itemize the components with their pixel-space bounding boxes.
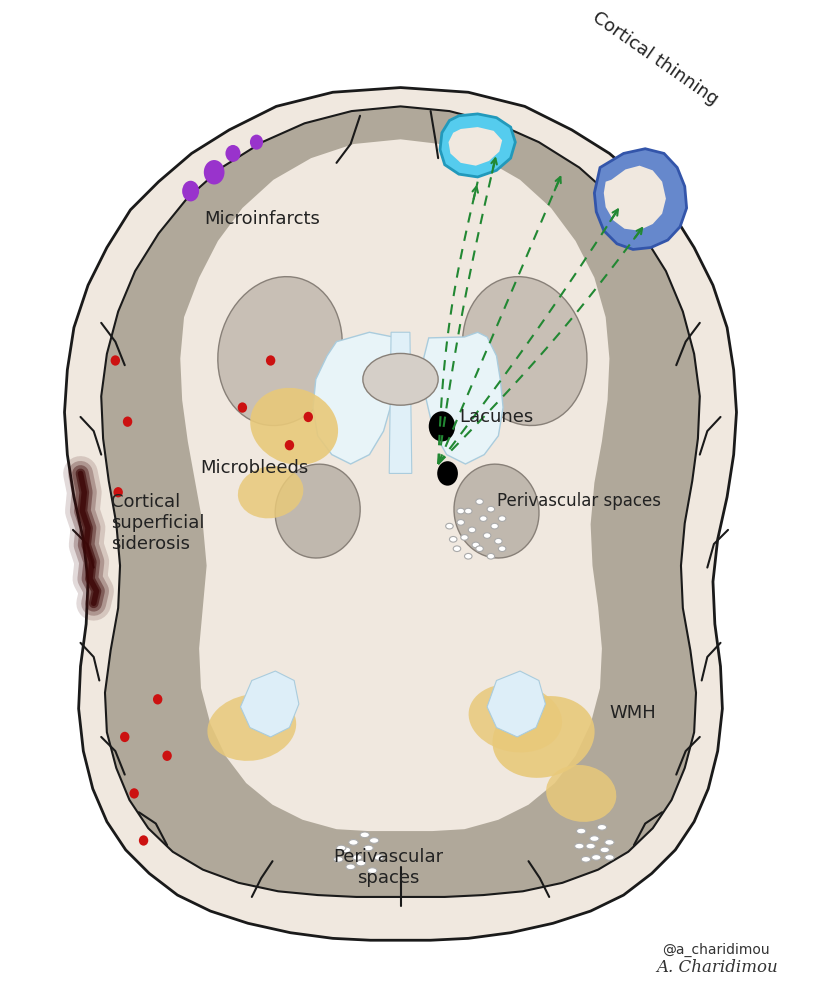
Ellipse shape [472,542,480,547]
Ellipse shape [357,860,366,866]
Ellipse shape [123,416,132,426]
Ellipse shape [461,534,468,540]
Text: Perivascular
spaces: Perivascular spaces [333,848,443,887]
Ellipse shape [586,844,596,849]
Ellipse shape [454,464,539,558]
Ellipse shape [464,553,472,559]
Ellipse shape [590,836,599,842]
Ellipse shape [487,553,494,559]
Ellipse shape [250,135,263,149]
Ellipse shape [251,388,338,465]
Ellipse shape [111,355,120,366]
Polygon shape [313,333,397,464]
Ellipse shape [225,145,241,162]
Ellipse shape [360,832,370,838]
Text: Microinfarcts: Microinfarcts [205,210,321,228]
Polygon shape [594,149,686,249]
Ellipse shape [546,765,616,822]
Ellipse shape [600,847,610,853]
Ellipse shape [457,519,464,525]
Ellipse shape [182,180,199,202]
Ellipse shape [363,354,438,405]
Ellipse shape [450,536,457,542]
Ellipse shape [207,695,296,761]
Polygon shape [440,114,516,177]
Text: Cortical thinning: Cortical thinning [588,8,721,109]
Ellipse shape [464,508,472,514]
Polygon shape [180,139,610,831]
Polygon shape [449,127,502,165]
Ellipse shape [605,840,614,845]
Ellipse shape [204,160,224,184]
Ellipse shape [113,487,123,497]
Ellipse shape [487,506,494,512]
Ellipse shape [480,516,487,521]
Ellipse shape [120,732,130,742]
Polygon shape [604,165,666,231]
Ellipse shape [576,829,586,834]
Ellipse shape [346,864,355,870]
Text: Cortical
superficial
siderosis: Cortical superficial siderosis [111,493,204,552]
Ellipse shape [574,844,584,849]
Ellipse shape [499,516,506,521]
Polygon shape [241,671,299,737]
Ellipse shape [463,276,587,425]
Ellipse shape [428,411,455,442]
Ellipse shape [581,857,591,862]
Ellipse shape [597,825,606,831]
Ellipse shape [130,788,139,798]
Ellipse shape [336,845,346,851]
Ellipse shape [457,508,464,514]
Ellipse shape [162,751,172,761]
Ellipse shape [341,847,351,853]
Polygon shape [101,107,700,897]
Ellipse shape [494,538,502,544]
Ellipse shape [476,546,483,551]
Polygon shape [64,88,737,940]
Text: Microbleeds: Microbleeds [200,460,308,478]
Polygon shape [423,333,503,464]
Ellipse shape [218,276,342,425]
Ellipse shape [237,402,247,412]
Ellipse shape [499,546,506,551]
Ellipse shape [493,697,595,778]
Ellipse shape [364,845,373,851]
Ellipse shape [367,868,377,873]
Ellipse shape [453,546,461,551]
Ellipse shape [266,355,275,366]
Polygon shape [487,671,545,737]
Ellipse shape [468,683,562,753]
Ellipse shape [375,855,384,860]
Ellipse shape [605,855,614,860]
Ellipse shape [238,466,304,518]
Ellipse shape [139,836,149,846]
Text: WMH: WMH [610,705,656,722]
Text: Perivascular spaces: Perivascular spaces [496,492,660,510]
Ellipse shape [275,464,360,558]
Text: @a_charidimou: @a_charidimou [662,942,769,957]
Ellipse shape [334,857,343,862]
Ellipse shape [348,840,358,845]
Ellipse shape [153,695,162,705]
Text: Lacunes: Lacunes [459,407,533,425]
Text: A. Charidimou: A. Charidimou [657,960,778,976]
Ellipse shape [592,855,601,860]
Ellipse shape [491,523,499,529]
Ellipse shape [483,532,491,538]
Ellipse shape [476,499,483,504]
Ellipse shape [446,523,453,529]
Ellipse shape [304,412,313,422]
Ellipse shape [437,462,458,486]
Ellipse shape [353,855,362,860]
Polygon shape [16,59,784,1008]
Ellipse shape [370,838,379,844]
Ellipse shape [468,527,476,532]
Ellipse shape [285,440,294,451]
Polygon shape [389,333,412,474]
